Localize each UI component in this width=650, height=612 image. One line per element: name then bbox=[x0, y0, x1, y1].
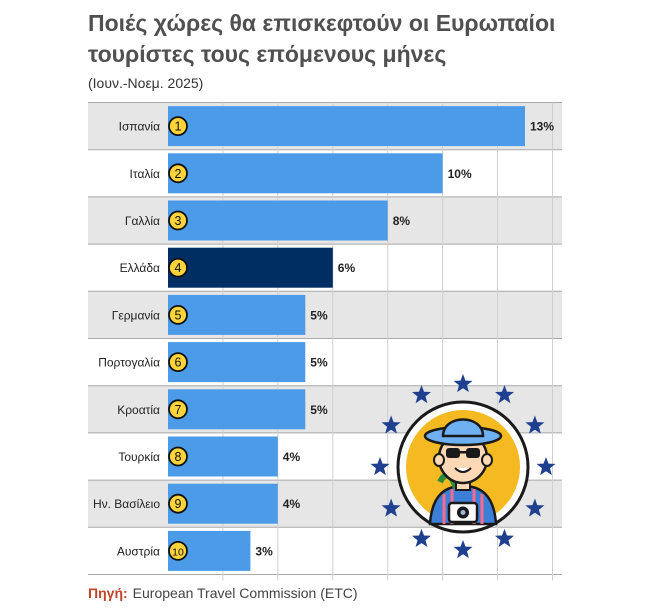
rank-number: 2 bbox=[175, 167, 182, 181]
value-label: 5% bbox=[310, 356, 328, 370]
tourist-smile bbox=[454, 467, 472, 473]
category-label: Τουρκία bbox=[118, 450, 160, 464]
eu-star bbox=[495, 528, 514, 547]
eu-star bbox=[412, 385, 431, 404]
source-note: Πηγή: European Travel Commission (ETC) bbox=[88, 585, 358, 601]
rank-number: 6 bbox=[175, 356, 182, 370]
rank-number: 3 bbox=[175, 214, 182, 228]
rank-number: 4 bbox=[175, 261, 182, 275]
category-label: Πορτογαλία bbox=[98, 356, 160, 370]
rank-badge bbox=[168, 210, 188, 231]
tourist-sunglasses-left bbox=[446, 448, 460, 458]
eu-star bbox=[381, 498, 401, 517]
category-label: Αυστρία bbox=[117, 544, 160, 558]
category-label: Γαλλία bbox=[125, 214, 160, 228]
bar-3 bbox=[168, 200, 388, 241]
rank-number: 10 bbox=[172, 546, 184, 558]
value-label: 6% bbox=[338, 261, 356, 275]
rank-badges: 1 2 3 4 5 6 7 8 9 10 bbox=[168, 116, 188, 561]
bar-7 bbox=[168, 389, 306, 430]
category-label: Ισπανία bbox=[119, 120, 160, 134]
eu-star bbox=[453, 540, 473, 559]
rank-number: 8 bbox=[175, 450, 182, 464]
source-label: Πηγή: bbox=[88, 585, 128, 601]
bar-1 bbox=[168, 106, 525, 147]
row-band bbox=[88, 291, 562, 339]
value-label: 13% bbox=[530, 120, 554, 134]
eu-stars-tourist-icon bbox=[370, 374, 556, 559]
rank-badge bbox=[168, 257, 188, 278]
tourist-camera-lens-glint bbox=[460, 510, 466, 515]
rank-number: 7 bbox=[175, 403, 182, 417]
tourist-sunglasses-right bbox=[466, 448, 480, 458]
chart-title: Ποιές χώρες θα επισκεφτούν οι Ευρωπαίοι … bbox=[88, 10, 556, 67]
value-label: 5% bbox=[310, 403, 328, 417]
rank-badge bbox=[168, 352, 188, 373]
value-label: 4% bbox=[283, 450, 301, 464]
bars bbox=[168, 106, 525, 571]
tourist-sunglasses-bridge bbox=[459, 451, 467, 454]
tourist-ear-left bbox=[433, 453, 445, 467]
category-label: Ην. Βασίλειο bbox=[93, 497, 160, 511]
eu-star bbox=[525, 415, 545, 434]
rank-badge bbox=[168, 163, 188, 184]
chart-subtitle: (Ιουν.-Νοεμ. 2025) bbox=[88, 75, 204, 91]
value-label: 8% bbox=[393, 214, 411, 228]
bar-6 bbox=[168, 342, 306, 383]
tourist-hat-crown bbox=[441, 418, 485, 438]
source-text: European Travel Commission (ETC) bbox=[132, 585, 358, 601]
rank-badge bbox=[168, 304, 188, 325]
value-label: 10% bbox=[448, 167, 472, 181]
category-label: Ιταλία bbox=[130, 167, 161, 181]
value-label: 3% bbox=[255, 544, 273, 558]
value-label: 5% bbox=[310, 308, 328, 322]
eu-stars-ring bbox=[370, 374, 556, 559]
eu-star bbox=[370, 457, 390, 476]
category-label: Κροατία bbox=[117, 403, 160, 417]
rank-number: 1 bbox=[175, 120, 182, 134]
eu-star bbox=[412, 528, 431, 547]
rank-badge bbox=[168, 399, 188, 420]
rank-badge bbox=[168, 116, 188, 136]
eu-star bbox=[536, 457, 556, 476]
rank-badge bbox=[168, 541, 188, 561]
rank-badge bbox=[168, 446, 188, 467]
rank-number: 9 bbox=[175, 497, 182, 511]
category-label: Ελλάδα bbox=[120, 261, 160, 275]
eu-star bbox=[525, 498, 545, 517]
rank-number: 5 bbox=[175, 308, 182, 322]
value-label: 4% bbox=[283, 497, 301, 511]
value-labels: 13% 10% 8% 6% 5% 5% 5% 4% 4% 3% bbox=[255, 120, 554, 559]
bar-5 bbox=[168, 294, 306, 335]
rank-badge bbox=[168, 493, 188, 514]
category-label: Γερμανία bbox=[112, 308, 160, 322]
eu-star bbox=[381, 415, 401, 434]
bar-2 bbox=[168, 153, 443, 194]
tourist-ear-right bbox=[481, 453, 493, 467]
bar-4 bbox=[168, 247, 333, 288]
category-labels: Ισπανία Ιταλία Γαλλία Ελλάδα Γερμανία Πορτογα… bbox=[93, 120, 160, 559]
eu-star bbox=[495, 385, 514, 404]
eu-star bbox=[453, 374, 473, 393]
